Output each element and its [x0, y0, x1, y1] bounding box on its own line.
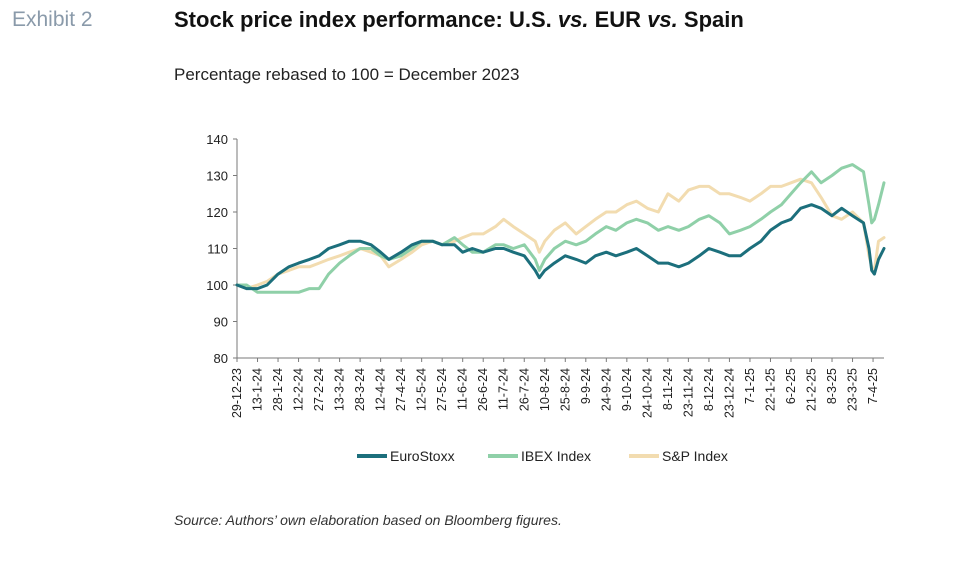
- x-tick-label: 9-10-24: [620, 368, 634, 411]
- x-tick-label: 9-9-24: [579, 368, 593, 404]
- x-tick-label: 13-1-24: [251, 368, 265, 411]
- title-vs-1: vs.: [557, 7, 589, 32]
- x-tick-label: 23-11-24: [681, 368, 695, 417]
- title-part-1: Stock price index performance: U.S.: [174, 7, 558, 32]
- x-tick-label: 26-7-24: [517, 368, 531, 411]
- legend-label-sp: S&P Index: [662, 448, 728, 464]
- x-tick-label: 27-2-24: [312, 368, 326, 411]
- x-tick-label: 24-9-24: [599, 368, 613, 411]
- x-tick-label: 28-1-24: [271, 368, 285, 411]
- y-tick-label: 120: [206, 205, 228, 220]
- x-tick-label: 27-5-24: [435, 368, 449, 411]
- chart-title: Stock price index performance: U.S. vs. …: [174, 7, 744, 33]
- x-tick-label: 11-6-24: [456, 368, 470, 410]
- x-tick-label: 12-4-24: [374, 368, 388, 411]
- title-vs-2: vs.: [647, 7, 678, 32]
- x-tick-label: 28-3-24: [353, 368, 367, 411]
- source-note: Source: Authors’ own elaboration based o…: [174, 512, 562, 528]
- x-tick-label: 6-2-25: [784, 368, 798, 404]
- x-tick-label: 27-4-24: [394, 368, 408, 411]
- x-tick-label: 7-4-25: [866, 368, 880, 404]
- x-tick-label: 8-3-25: [825, 368, 839, 404]
- x-tick-label: 11-7-24: [497, 368, 511, 410]
- x-tick-label: 22-1-25: [763, 368, 777, 411]
- y-tick-label: 100: [206, 278, 228, 293]
- x-tick-label: 23-12-24: [722, 368, 736, 418]
- series-line-ibex: [235, 163, 886, 294]
- y-tick-label: 140: [206, 132, 228, 147]
- series-line-sp: [235, 177, 886, 291]
- x-tick-label: 12-2-24: [292, 368, 306, 411]
- x-tick-label: 10-8-24: [538, 368, 552, 411]
- y-tick-label: 130: [206, 169, 228, 184]
- exhibit-label: Exhibit 2: [12, 8, 93, 31]
- x-tick-label: 24-10-24: [640, 368, 654, 418]
- x-tick-label: 13-3-24: [333, 368, 347, 411]
- x-tick-label: 26-6-24: [476, 368, 490, 411]
- title-part-2: EUR: [588, 7, 648, 32]
- chart-subtitle: Percentage rebased to 100 = December 202…: [174, 65, 520, 84]
- x-tick-label: 23-3-25: [846, 368, 860, 411]
- x-tick-label: 25-8-24: [558, 368, 572, 411]
- x-tick-label: 12-5-24: [415, 368, 429, 411]
- x-tick-label: 8-11-24: [661, 368, 675, 410]
- y-tick-label: 80: [214, 351, 228, 366]
- x-tick-label: 8-12-24: [702, 368, 716, 411]
- y-tick-label: 110: [207, 242, 228, 257]
- legend-label-ibex: IBEX Index: [521, 448, 591, 464]
- title-part-3: Spain: [677, 7, 744, 32]
- x-tick-label: 21-2-25: [805, 368, 819, 411]
- x-tick-label: 29-12-23: [230, 368, 244, 418]
- series-line-eurostoxx: [235, 203, 886, 291]
- legend-label-eurostoxx: EuroStoxx: [390, 448, 455, 464]
- x-tick-label: 7-1-25: [743, 368, 757, 404]
- y-tick-label: 90: [214, 315, 228, 330]
